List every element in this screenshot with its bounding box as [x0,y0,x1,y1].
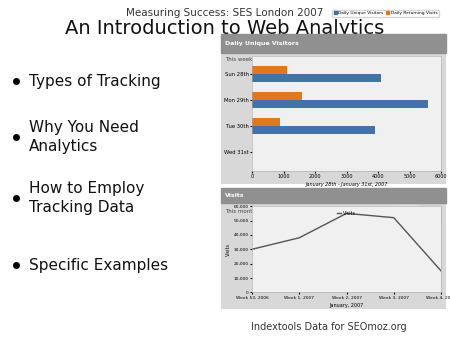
Text: This week: This week [225,57,252,62]
Text: Why You Need
Analytics: Why You Need Analytics [29,120,139,154]
FancyBboxPatch shape [392,206,418,223]
Text: An Introduction to Web Analytics: An Introduction to Web Analytics [65,19,385,38]
X-axis label: January, 2007: January, 2007 [329,303,364,308]
Bar [252,74,381,82]
Text: How to Employ
Tracking Data: How to Employ Tracking Data [29,181,144,215]
Legend: Daily Unique Visitors, Daily Returning Visits: Daily Unique Visitors, Daily Returning V… [332,10,439,17]
Text: Specific Examples: Specific Examples [29,258,168,273]
Text: Week: Week [398,212,412,217]
Text: Daily Unique Visitors: Daily Unique Visitors [225,41,299,46]
Bar [252,126,375,134]
Legend: Visits: Visits [335,209,358,217]
Text: Visits: Visits [225,193,244,198]
FancyBboxPatch shape [220,188,446,203]
Text: Measuring Success: SES London 2007: Measuring Success: SES London 2007 [126,8,324,19]
Bar [252,66,287,74]
Bar [252,118,280,126]
X-axis label: January 28th - January 31st, 2007: January 28th - January 31st, 2007 [305,182,388,187]
Bar [252,92,302,100]
Text: Day: Day [423,212,434,217]
Text: Indextools Data for SEOmoz.org: Indextools Data for SEOmoz.org [251,322,406,332]
Bar [252,100,428,108]
FancyBboxPatch shape [418,206,440,223]
Y-axis label: Visits: Visits [225,243,230,256]
Text: Types of Tracking: Types of Tracking [29,74,161,89]
FancyBboxPatch shape [220,34,446,53]
Text: This month: This month [225,210,256,214]
